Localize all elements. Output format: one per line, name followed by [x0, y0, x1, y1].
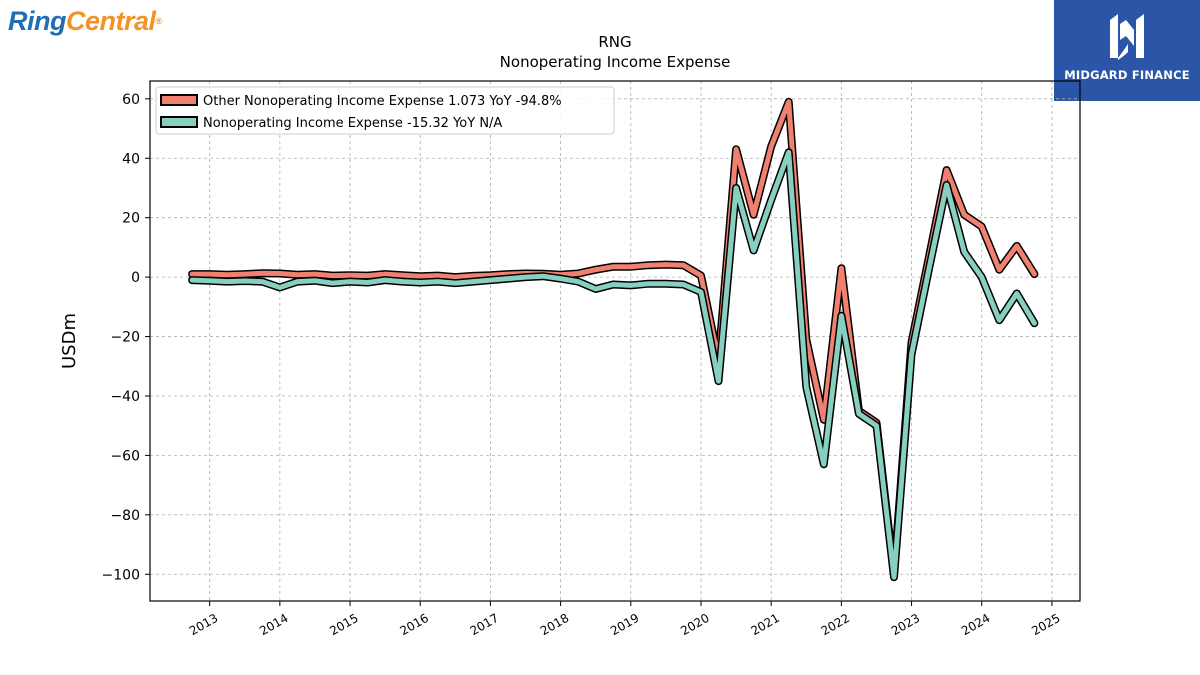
x-tick-label: 2020	[678, 611, 711, 638]
y-tick-label: −40	[110, 389, 140, 405]
midgard-finance-logo: MIDGARD FINANCE	[1054, 0, 1200, 101]
chart-subtitle: Nonoperating Income Expense	[500, 53, 731, 71]
x-tick-label: 2015	[327, 611, 360, 638]
logo-text-ring: Ring	[8, 6, 67, 36]
grid-lines	[150, 81, 1080, 601]
y-tick-label: −20	[110, 330, 140, 346]
y-tick-label: 20	[122, 211, 140, 227]
y-tick-label: 40	[122, 151, 140, 167]
registered-mark: ®	[155, 16, 163, 26]
x-tick-label: 2022	[819, 611, 852, 638]
plot-frame	[149, 80, 1081, 602]
x-tick-label: 2021	[748, 611, 781, 638]
midgard-logo-icon	[1110, 14, 1144, 60]
legend-box	[155, 86, 615, 135]
chart-legend: Other Nonoperating Income Expense 1.073 …	[155, 86, 615, 135]
x-tick-label: 2014	[257, 611, 290, 638]
x-tick-label: 2017	[468, 611, 501, 638]
series-2-outline	[188, 148, 1039, 582]
axis-ticks: 2013 2014 2015 2016 2017 2018 2019 2020 2021 2022…	[102, 92, 1063, 638]
y-axis-label: USDm	[59, 313, 80, 369]
y-tick-label: 0	[131, 270, 140, 286]
y-tick-label: 60	[122, 92, 140, 108]
logo-text-central: Central	[66, 6, 156, 36]
y-tick-label: −100	[102, 567, 140, 583]
legend-swatch-2	[160, 116, 198, 128]
series-1-outline	[188, 97, 1039, 579]
legend-swatch-1	[160, 94, 198, 106]
x-tick-label: 2025	[1029, 611, 1062, 638]
x-tick-label: 2024	[959, 611, 992, 638]
x-tick-label: 2013	[187, 611, 220, 638]
x-tick-label: 2018	[538, 611, 571, 638]
series-2-line	[189, 149, 1037, 580]
x-tick-label: 2019	[608, 611, 641, 638]
y-tick-label: −80	[110, 508, 140, 524]
midgard-finance-label: MIDGARD FINANCE	[1064, 68, 1190, 82]
y-tick-label: −60	[110, 448, 140, 464]
ringcentral-logo: RingCentral®	[8, 4, 162, 38]
series-1-line	[189, 99, 1037, 577]
series-lines	[188, 97, 1039, 582]
x-tick-label: 2016	[397, 611, 430, 638]
legend-label-1: Other Nonoperating Income Expense 1.073 …	[203, 94, 562, 109]
legend-label-2: Nonoperating Income Expense -15.32 YoY N…	[203, 116, 502, 131]
chart-title: RNG	[598, 33, 631, 51]
x-tick-label: 2023	[889, 611, 922, 638]
